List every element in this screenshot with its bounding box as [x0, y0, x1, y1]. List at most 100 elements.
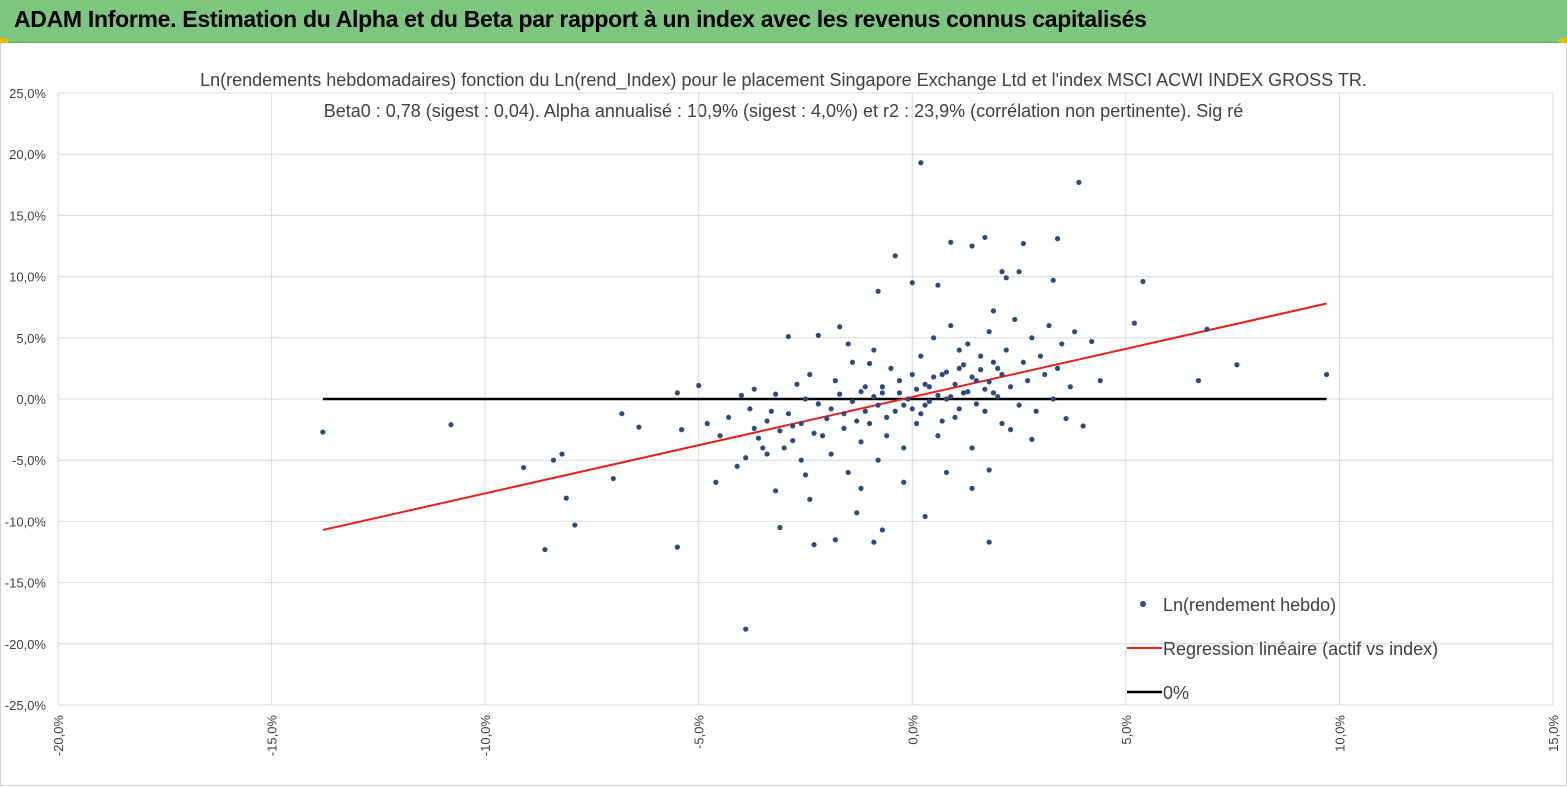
data-point — [1007, 384, 1014, 390]
data-point — [755, 435, 762, 441]
data-point — [837, 391, 843, 397]
data-point — [960, 362, 967, 368]
data-point — [913, 386, 920, 392]
x-tick-label: 15,0% — [1546, 715, 1561, 752]
data-point — [520, 464, 527, 471]
data-point — [773, 391, 779, 397]
series-lines — [322, 302, 1327, 531]
data-point — [798, 457, 804, 463]
data-point — [679, 427, 685, 433]
data-point — [785, 333, 792, 340]
data-point — [824, 415, 830, 422]
x-tick-label: 0,0% — [905, 715, 920, 745]
data-point — [875, 457, 881, 463]
data-point — [550, 457, 557, 463]
data-point — [901, 479, 907, 485]
page-title: ADAM Informe. Estimation du Alpha et du … — [14, 6, 1147, 32]
data-point — [969, 374, 975, 380]
data-point — [948, 239, 954, 245]
x-tick-label: -20,0% — [51, 715, 66, 757]
data-point — [1025, 378, 1031, 384]
data-point — [773, 488, 779, 494]
data-point — [939, 371, 945, 378]
legend: Ln(rendement hebdo) Regression linéaire (… — [1127, 595, 1438, 703]
data-point — [717, 433, 723, 439]
data-point — [892, 253, 898, 259]
data-point — [913, 420, 920, 427]
data-point — [781, 445, 787, 451]
data-point — [948, 393, 954, 400]
data-point — [1046, 322, 1052, 329]
data-point — [738, 392, 745, 398]
data-point — [320, 429, 326, 435]
grid-lines — [57, 92, 1554, 706]
data-point — [965, 389, 971, 395]
data-point — [978, 353, 984, 359]
data-point — [871, 393, 877, 400]
data-point — [982, 234, 988, 241]
x-tick-label: -5,0% — [692, 715, 707, 749]
corner-marker — [0, 38, 8, 43]
chart-subtitle: Beta0 : 0,78 (sigest : 0,04). Alpha annu… — [323, 101, 1244, 121]
data-point — [862, 408, 868, 414]
data-point — [1067, 384, 1073, 390]
y-tick-label: 0,0% — [16, 392, 46, 407]
data-point — [948, 322, 954, 329]
data-point — [909, 406, 915, 412]
data-point — [777, 524, 783, 531]
data-point — [751, 425, 757, 431]
data-point — [1080, 423, 1086, 429]
data-point — [1016, 402, 1022, 408]
data-point — [837, 324, 843, 330]
data-point — [918, 353, 924, 359]
y-tick-label: 5,0% — [16, 331, 46, 346]
y-tick-label: -5,0% — [12, 453, 46, 468]
data-point — [986, 379, 992, 385]
data-point — [943, 396, 950, 402]
title-banner: ADAM Informe. Estimation du Alpha et du … — [0, 0, 1567, 43]
y-tick-label: 10,0% — [9, 270, 46, 285]
data-point — [990, 390, 997, 396]
data-point — [943, 469, 950, 476]
y-tick-label: -25,0% — [5, 698, 47, 713]
data-point — [884, 414, 890, 420]
data-point — [1324, 371, 1330, 378]
data-point — [986, 329, 992, 335]
data-point — [1059, 341, 1065, 347]
data-point — [807, 496, 813, 502]
data-point — [854, 510, 860, 516]
data-point — [901, 402, 907, 408]
data-point — [999, 371, 1005, 378]
legend-label-zero: 0% — [1163, 683, 1189, 703]
y-axis-labels: 25,0% 20,0% 15,0% 10,0% 5,0% 0,0% -5,0% -10,0% -… — [5, 86, 47, 713]
data-point — [636, 424, 642, 430]
data-point — [542, 546, 548, 553]
data-point — [819, 433, 826, 439]
data-point — [1033, 408, 1039, 414]
data-point — [1020, 240, 1026, 247]
data-point — [794, 381, 800, 387]
data-point — [751, 386, 757, 392]
data-point — [935, 282, 941, 288]
data-point — [896, 378, 903, 384]
y-tick-label: 20,0% — [9, 147, 46, 162]
data-point — [1029, 335, 1035, 341]
data-point — [995, 365, 1001, 371]
data-point — [879, 384, 885, 390]
legend-label-points: Ln(rendement hebdo) — [1163, 595, 1336, 615]
x-axis-labels: -20,0% -15,0% -10,0% -5,0% 0,0% 5,0% 10,0% 15,0… — [51, 715, 1561, 757]
y-tick-label: -20,0% — [5, 637, 47, 652]
data-point — [764, 451, 770, 457]
data-point — [790, 438, 796, 444]
data-point — [764, 418, 770, 424]
data-point — [828, 451, 834, 457]
legend-marker-points — [1140, 601, 1146, 607]
data-point — [841, 425, 847, 431]
data-point — [1234, 362, 1240, 368]
data-point — [1020, 359, 1026, 365]
data-point — [849, 398, 856, 405]
data-point — [1054, 365, 1061, 371]
data-point — [978, 367, 984, 373]
data-point — [956, 347, 962, 353]
data-point — [973, 401, 979, 407]
